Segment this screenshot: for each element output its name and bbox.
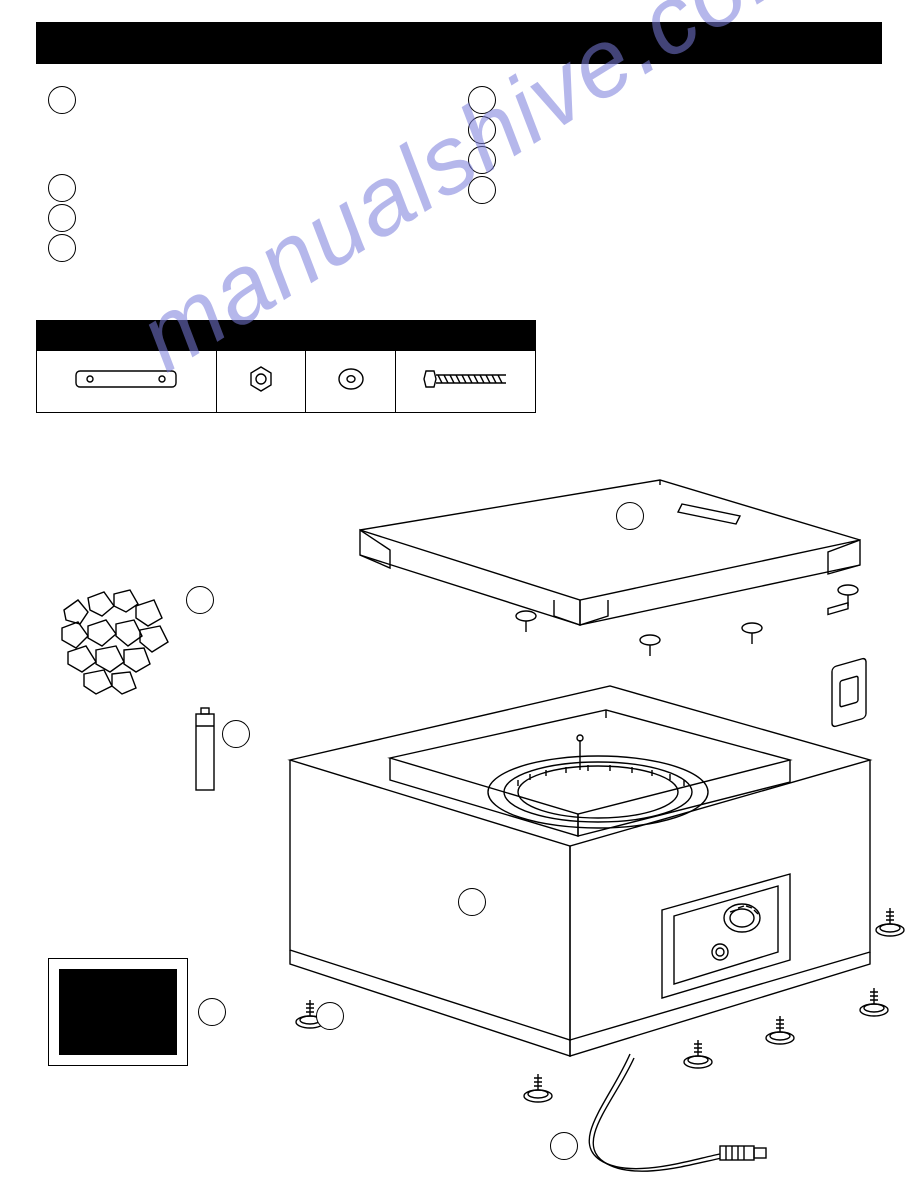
hardware-table bbox=[36, 320, 536, 413]
hw-washer-cell bbox=[306, 351, 396, 413]
callout-lid bbox=[616, 502, 644, 530]
callout-cover bbox=[198, 998, 226, 1026]
exploded-diagram bbox=[230, 440, 910, 1180]
hw-bolt-cell bbox=[396, 351, 536, 413]
callout-hose bbox=[550, 1132, 578, 1160]
part-circle-3 bbox=[48, 204, 76, 232]
feet bbox=[296, 908, 904, 1102]
hose bbox=[589, 1054, 766, 1171]
part-circle-1 bbox=[48, 86, 76, 114]
header-bar bbox=[36, 22, 882, 64]
callout-rocks bbox=[186, 586, 214, 614]
cover-card-icon bbox=[48, 958, 188, 1066]
hw-plate-cell bbox=[37, 351, 217, 413]
battery-icon bbox=[186, 702, 226, 802]
lid-shape bbox=[360, 480, 860, 625]
part-circle-8 bbox=[468, 176, 496, 204]
part-circle-7 bbox=[468, 146, 496, 174]
callout-foot bbox=[316, 1002, 344, 1030]
part-circle-6 bbox=[468, 116, 496, 144]
part-circle-5 bbox=[468, 86, 496, 114]
part-circle-2 bbox=[48, 174, 76, 202]
hw-nut-cell bbox=[216, 351, 306, 413]
unit-body bbox=[290, 603, 870, 1056]
callout-unit bbox=[458, 888, 486, 916]
part-circle-4 bbox=[48, 234, 76, 262]
